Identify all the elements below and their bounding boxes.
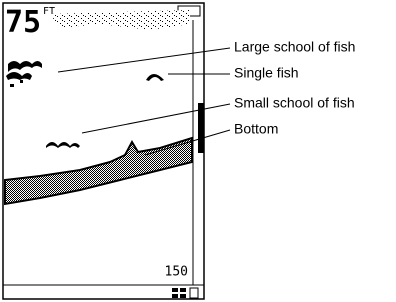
leader-line (82, 104, 230, 133)
callout-label: Bottom (234, 121, 278, 137)
large-school (6, 61, 42, 87)
depth-value: 75 (5, 5, 41, 40)
surface-clutter (50, 10, 190, 30)
callout-label: Large school of fish (234, 39, 355, 55)
bottom-band (5, 138, 192, 204)
page: 75 FT 150 Large school of fish Single fi… (0, 0, 396, 302)
range-value: 150 (165, 265, 188, 280)
single-fish (146, 74, 164, 81)
status-icons (172, 288, 198, 298)
small-school (46, 142, 80, 148)
callout-label: Single fish (234, 65, 299, 81)
callout-label: Small school of fish (234, 95, 355, 111)
depth-unit: FT (43, 6, 55, 17)
diagram: 75 FT 150 Large school of fish Single fi… (0, 0, 396, 302)
